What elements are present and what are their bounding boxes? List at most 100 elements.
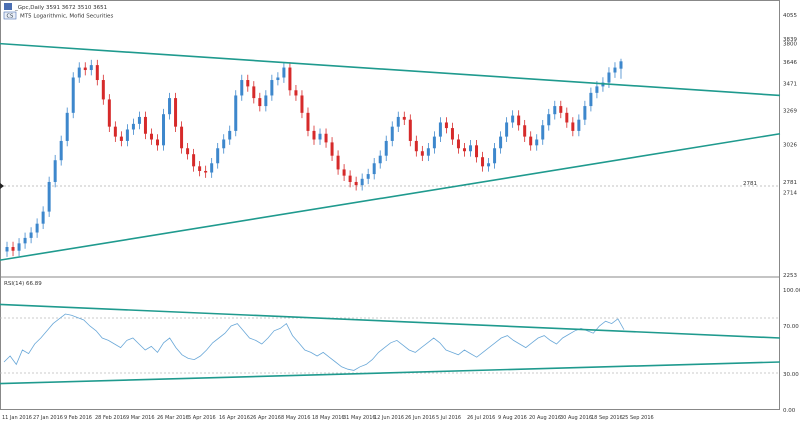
candle <box>565 107 569 128</box>
date-axis: 11 Jan 2016 27 Jan 2016 9 Feb 2016 28 Feb 2… <box>2 415 654 421</box>
candle-body <box>589 92 593 107</box>
candle-body <box>300 95 304 113</box>
candle <box>330 137 334 162</box>
candle <box>222 134 226 154</box>
candle-body <box>390 126 394 141</box>
candle-body <box>222 139 226 149</box>
candle <box>559 100 563 119</box>
candle <box>372 157 376 180</box>
candle-body <box>288 67 292 91</box>
candle <box>168 92 172 120</box>
candle-body <box>354 181 358 186</box>
date-tick-label: 9 Aug 2016 <box>498 415 527 421</box>
candle-body <box>438 122 442 137</box>
candle-body <box>402 116 406 120</box>
candle <box>162 108 166 151</box>
candle-body <box>342 169 346 176</box>
candle-body <box>619 61 623 69</box>
candle <box>306 107 310 137</box>
candle-body <box>240 80 244 96</box>
candle <box>420 145 424 162</box>
candle-body <box>174 98 178 127</box>
date-tick-label: 12 Jun 2016 <box>374 415 404 421</box>
candle-body <box>499 136 503 149</box>
candle <box>312 125 316 145</box>
badge-box <box>3 11 17 20</box>
candle-body <box>53 160 57 182</box>
candle-body <box>475 145 479 158</box>
candle <box>511 110 515 128</box>
candle-body <box>89 65 93 71</box>
candle-body <box>252 86 256 99</box>
candle <box>41 206 45 230</box>
candle-body <box>571 122 575 131</box>
candle <box>288 62 292 96</box>
candle <box>414 135 418 157</box>
candle-body <box>186 148 190 155</box>
candle <box>137 111 141 130</box>
candle <box>17 238 21 257</box>
candle-body <box>95 65 99 81</box>
candle-body <box>155 139 159 146</box>
price-tick-label: 2781 <box>783 180 797 186</box>
badge: CS <box>7 14 14 20</box>
price-tick-label: 3800 <box>783 42 797 48</box>
date-tick-label: 31 May 2016 <box>343 415 376 421</box>
candle <box>619 58 623 79</box>
candle <box>59 135 63 166</box>
candle-body <box>535 139 539 146</box>
candle <box>481 151 485 172</box>
rsi-axis: 100.00 70.00 30.00 0.00 <box>783 288 800 414</box>
price-tick-label: 3269 <box>783 108 797 114</box>
candle-body <box>426 148 430 156</box>
price-trendline-2 <box>0 132 781 261</box>
candle-body <box>505 122 509 137</box>
date-tick-label: 11 Jan 2016 <box>2 415 32 421</box>
candle <box>119 131 123 147</box>
candle <box>535 134 539 151</box>
candle-body <box>541 125 545 140</box>
candle-body <box>595 86 599 93</box>
candle-body <box>198 166 202 171</box>
candle-body <box>276 77 280 81</box>
candle <box>444 117 448 134</box>
candle <box>53 154 57 188</box>
candle-body <box>113 126 117 137</box>
candle-body <box>613 67 617 73</box>
candle-body <box>162 114 166 146</box>
candle <box>613 62 617 78</box>
candle-body <box>143 116 147 134</box>
candle <box>547 108 551 131</box>
candle <box>95 59 99 86</box>
candle-body <box>384 140 388 156</box>
candle-body <box>228 130 232 140</box>
candle-body <box>264 95 268 107</box>
candle-body <box>408 119 412 141</box>
candle <box>23 232 27 249</box>
candle <box>487 157 491 172</box>
candle <box>234 90 238 137</box>
candle-body <box>234 95 238 131</box>
candle <box>258 92 262 112</box>
candle-body <box>35 223 39 233</box>
candle-body <box>529 136 533 146</box>
candle-body <box>137 116 141 124</box>
candle-body <box>210 163 214 173</box>
candle-body <box>47 181 51 212</box>
candle-body <box>481 157 485 167</box>
candle <box>505 117 509 142</box>
rsi-group <box>3 313 625 371</box>
date-tick-label: 9 Mar 2016 <box>126 415 155 421</box>
candle-body <box>101 80 105 100</box>
candle <box>456 134 460 154</box>
price-tick-label: 3839 <box>783 37 797 43</box>
candle-body <box>414 140 418 152</box>
candle-body <box>348 175 352 182</box>
rsi-tick-label: 0.00 <box>783 408 796 414</box>
candle <box>246 74 250 92</box>
candle-body <box>131 123 135 130</box>
candle <box>228 125 232 145</box>
candle-body <box>306 112 310 131</box>
